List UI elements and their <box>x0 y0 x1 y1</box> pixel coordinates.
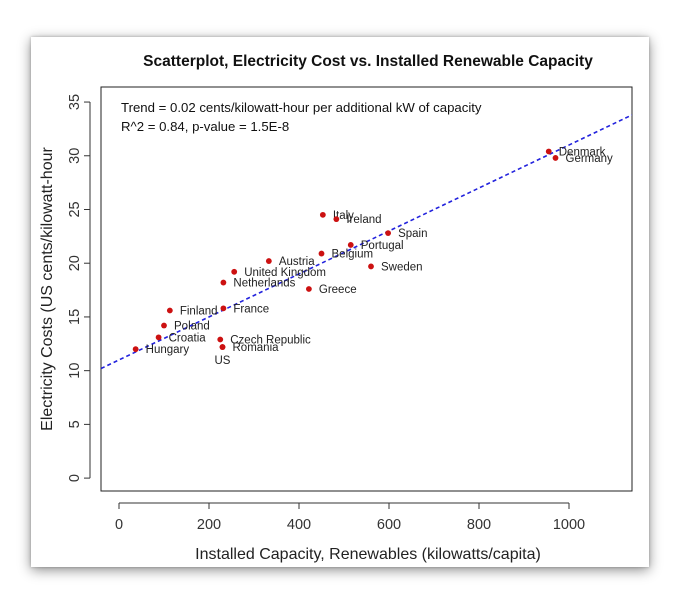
r-squared-annotation: R^2 = 0.84, p-value = 1.5E-8 <box>121 119 289 134</box>
point-croatia <box>155 334 162 341</box>
point-netherlands <box>220 279 227 286</box>
point-italy <box>319 211 326 218</box>
x-tick-label: 800 <box>467 517 491 533</box>
point-label-us: US <box>215 355 231 367</box>
point-sweden <box>368 263 374 270</box>
point-label-netherlands: Netherlands <box>233 278 295 290</box>
chart-card: Scatterplot, Electricity Cost vs. Instal… <box>31 37 649 567</box>
point-france <box>220 305 227 312</box>
point-label-hungary: Hungary <box>146 344 190 356</box>
point-label-belgium: Belgium <box>332 249 374 261</box>
y-tick-label: 35 <box>67 94 83 110</box>
point-label-czech-republic: Czech Republic <box>230 335 311 347</box>
data-points: DenmarkGermanyItalyIrelandSpainPortugalB… <box>132 146 614 367</box>
plot-frame <box>100 86 633 492</box>
point-label-greece: Greece <box>319 284 357 296</box>
point-label-finland: Finland <box>180 305 218 317</box>
y-tick-label: 25 <box>67 201 83 217</box>
point-united-kingdom <box>231 268 238 275</box>
point-portugal <box>347 242 354 248</box>
point-hungary <box>132 346 139 353</box>
x-axis-label: Installed Capacity, Renewables (kilowatt… <box>195 546 541 563</box>
point-us <box>219 344 226 350</box>
x-axis: 0 200 400 600 800 1000 <box>115 502 585 533</box>
trend-line <box>101 114 632 370</box>
point-label-spain: Spain <box>398 228 427 240</box>
y-axis-label: Electricity Costs (US cents/kilowatt-hou… <box>39 147 56 431</box>
x-tick-label: 400 <box>287 517 311 533</box>
point-label-ireland: Ireland <box>346 214 381 226</box>
chart-title: Scatterplot, Electricity Cost vs. Instal… <box>143 53 593 70</box>
point-spain <box>385 230 391 237</box>
x-tick-label: 0 <box>115 517 123 533</box>
y-tick-label: 5 <box>67 420 83 428</box>
y-tick-label: 20 <box>67 255 83 271</box>
point-label-poland: Poland <box>174 321 210 333</box>
point-belgium <box>318 250 325 257</box>
point-label-romania: Romania <box>233 342 280 354</box>
point-finland <box>166 307 173 314</box>
y-tick-label: 15 <box>67 309 83 325</box>
y-tick-label: 30 <box>67 148 83 164</box>
scatter-chart: Scatterplot, Electricity Cost vs. Instal… <box>39 53 633 563</box>
point-greece <box>306 286 312 292</box>
point-czech-republic <box>217 336 224 343</box>
x-tick-label: 1000 <box>553 517 585 533</box>
y-tick-label: 0 <box>67 474 83 482</box>
y-axis: 0 5 10 15 20 25 30 35 <box>67 94 91 482</box>
point-label-croatia: Croatia <box>169 332 207 344</box>
y-tick-label: 10 <box>67 363 83 379</box>
x-tick-label: 200 <box>197 517 221 533</box>
x-tick-label: 600 <box>377 517 401 533</box>
point-label-france: France <box>233 303 269 315</box>
point-label-portugal: Portugal <box>361 240 404 252</box>
point-label-austria: Austria <box>279 256 315 268</box>
point-germany <box>552 155 559 161</box>
point-label-denmark: Denmark <box>559 146 606 158</box>
point-label-sweden: Sweden <box>381 261 423 273</box>
point-denmark <box>545 148 552 155</box>
point-label-germany: Germany <box>566 153 614 165</box>
point-ireland <box>333 216 340 223</box>
trend-annotation: Trend = 0.02 cents/kilowatt-hour per add… <box>121 100 482 115</box>
point-austria <box>265 258 272 264</box>
point-label-united-kingdom: United Kingdom <box>244 267 326 279</box>
point-poland <box>161 322 167 329</box>
